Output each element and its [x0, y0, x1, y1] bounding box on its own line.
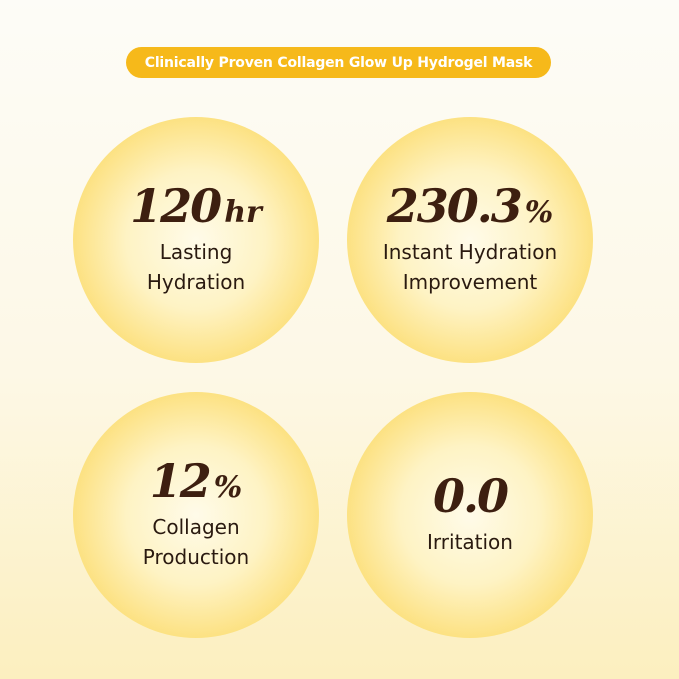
stat-value: 120 hr — [130, 179, 262, 233]
stat-circle-collagen-production: 12% Collagen Production — [73, 392, 319, 638]
stat-value: 230.3% — [386, 179, 554, 233]
stat-circle-irritation: 0.0 Irritation — [347, 392, 593, 638]
stat-value: 0.0 — [432, 469, 509, 523]
stat-label: Lasting Hydration — [146, 240, 246, 294]
stat-circle-instant-hydration: 230.3% Instant Hydration Improvement — [347, 117, 593, 363]
stat-label: Collagen Production — [142, 515, 250, 569]
stat-label: Irritation — [427, 530, 513, 554]
stat-label: Instant Hydration Improvement — [382, 240, 558, 294]
stat-circle-lasting-hydration: 120 hr Lasting Hydration — [73, 117, 319, 363]
title-banner: Clinically Proven Collagen Glow Up Hydro… — [126, 47, 551, 78]
stat-value: 12% — [149, 454, 243, 508]
